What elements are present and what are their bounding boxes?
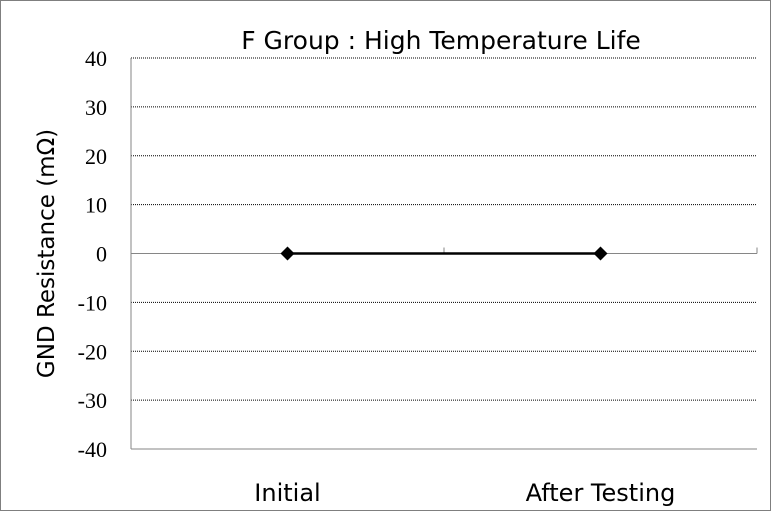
y-tick-label: 40 (85, 46, 107, 71)
chart-title: F Group : High Temperature Life (241, 26, 641, 55)
plot-area: 40 30 20 10 0 -10 -20 -30 -40 Initial After Testin… (78, 46, 758, 507)
y-tick-label: 20 (85, 144, 107, 169)
y-axis-label: GND Resistance (mΩ) (34, 129, 60, 378)
y-tick-label: -20 (78, 339, 107, 364)
x-tick-label: Initial (254, 479, 320, 507)
data-point-diamond (593, 246, 608, 261)
y-tick-label: -30 (78, 388, 107, 413)
y-tick-label: 0 (96, 242, 107, 267)
y-tick-label: 30 (85, 95, 107, 120)
data-point-diamond (280, 246, 295, 261)
y-tick-label: -40 (78, 437, 107, 462)
y-tick-label: -10 (78, 290, 107, 315)
y-tick-label: 10 (85, 193, 107, 218)
x-tick-label: After Testing (526, 479, 676, 507)
